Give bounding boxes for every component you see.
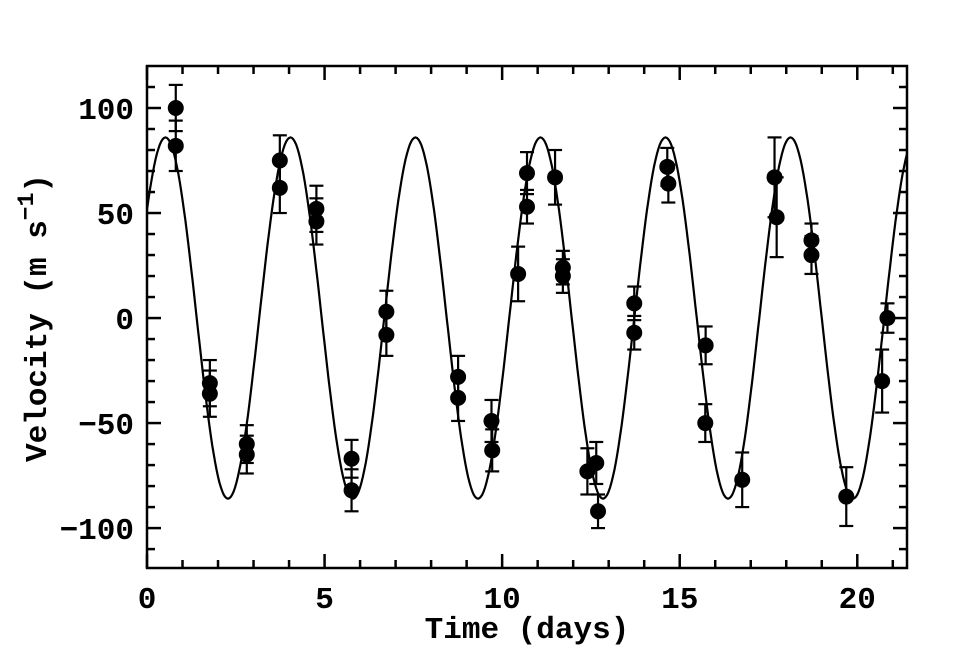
data-point: [271, 179, 288, 196]
y-tick-label: −50: [78, 409, 134, 444]
y-tick-label: −100: [60, 514, 134, 549]
error-bars: [168, 83, 895, 530]
data-point: [483, 412, 500, 429]
data-point: [343, 450, 360, 467]
data-point: [554, 268, 571, 285]
x-axis-tick-labels: 0 5 10 15 20: [138, 583, 876, 618]
data-point: [697, 415, 714, 432]
data-point: [659, 158, 676, 175]
data-point: [308, 200, 325, 217]
data-point: [450, 368, 467, 385]
data-point: [838, 488, 855, 505]
x-tick-label: 15: [661, 583, 698, 618]
data-point: [519, 198, 535, 215]
data-point: [450, 389, 467, 406]
x-tick-label: 5: [315, 583, 334, 618]
data-point: [378, 303, 395, 320]
data-point: [697, 337, 714, 354]
y-tick-label: 100: [78, 94, 134, 129]
data-point: [766, 169, 783, 186]
x-axis-label: Time (days): [425, 613, 630, 648]
data-point: [660, 175, 677, 192]
data-point: [590, 503, 607, 520]
data-point: [803, 247, 820, 264]
data-point: [879, 310, 896, 327]
data-point: [519, 165, 535, 182]
x-axis-ticks: [145, 66, 895, 568]
data-point: [343, 482, 360, 499]
data-point: [378, 326, 395, 343]
data-point: [803, 232, 820, 249]
data-points: [167, 100, 896, 520]
data-point: [308, 213, 325, 230]
data-point: [167, 137, 184, 154]
y-axis-ticks: [147, 85, 907, 551]
data-point: [874, 373, 891, 390]
data-point: [271, 152, 288, 169]
data-point: [768, 209, 785, 226]
data-point: [547, 169, 564, 186]
data-point: [510, 265, 527, 282]
data-point: [484, 442, 501, 459]
data-point: [734, 471, 751, 488]
data-point: [626, 324, 643, 341]
y-tick-label: 0: [115, 304, 134, 339]
data-point: [201, 385, 218, 402]
x-tick-label: 10: [484, 583, 521, 618]
data-point: [588, 454, 605, 471]
y-tick-label: 50: [97, 199, 134, 234]
y-axis-tick-labels: 100 50 0 −50 −100: [60, 94, 134, 549]
data-point: [238, 446, 255, 463]
data-point: [167, 100, 184, 117]
y-axis-label: Velocity (m s−1): [14, 174, 56, 462]
data-point: [626, 295, 643, 312]
x-tick-label: 0: [138, 583, 157, 618]
x-tick-label: 20: [839, 583, 876, 618]
